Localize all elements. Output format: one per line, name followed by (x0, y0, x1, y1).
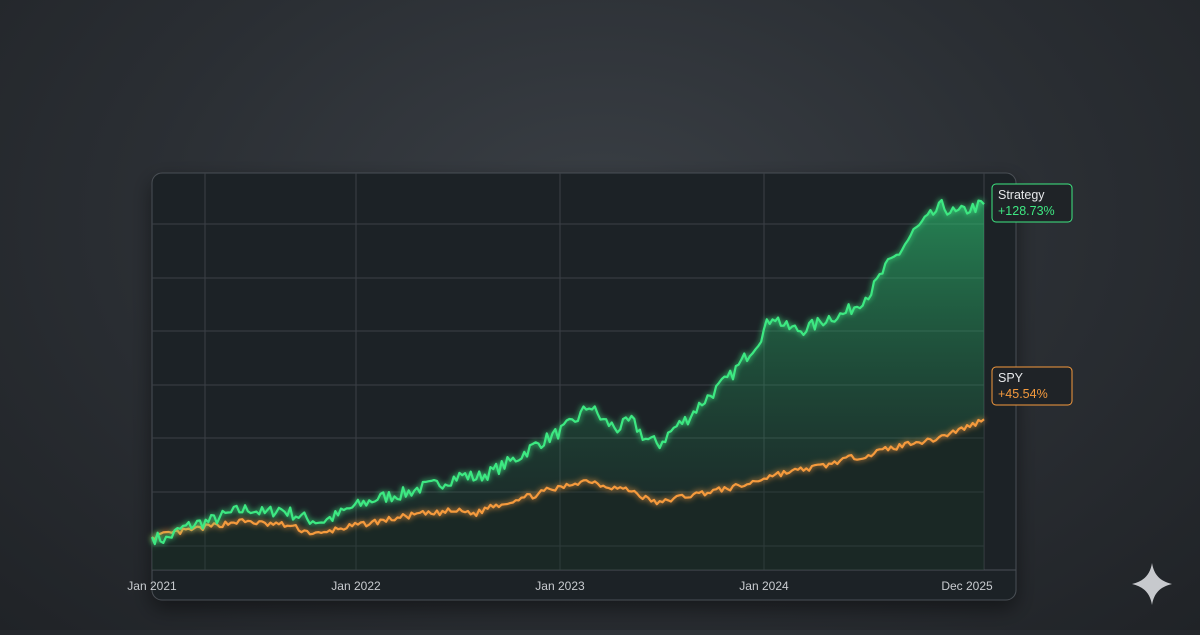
spy-end-label: SPY +45.54% (991, 366, 1073, 406)
outperformance-area (152, 200, 984, 570)
strategy-end-label: Strategy +128.73% (991, 183, 1073, 223)
series-name: SPY (998, 371, 1024, 385)
series-name: Strategy (998, 188, 1045, 202)
series-return: +45.54% (998, 387, 1048, 401)
strategy-line (150, 198, 985, 546)
sparkle-icon (1132, 563, 1172, 605)
fill-between-area (152, 200, 984, 545)
spy-line (151, 418, 985, 541)
x-tick-label: Jan 2024 (739, 579, 789, 593)
x-tick-label: Dec 2025 (941, 579, 993, 593)
x-tick-label: Jan 2022 (331, 579, 381, 593)
end-labels: Strategy +128.73% SPY +45.54% (991, 183, 1073, 406)
label-box (991, 366, 1073, 406)
x-axis: Jan 2021 Jan 2022 Jan 2023 Jan 2024 Dec 2025 (127, 579, 993, 593)
label-box (991, 183, 1073, 223)
x-tick-label: Jan 2021 (127, 579, 177, 593)
under-spy-area (152, 419, 984, 570)
series-lines (150, 198, 985, 546)
series-return: +128.73% (998, 204, 1055, 218)
x-tick-label: Jan 2023 (535, 579, 585, 593)
